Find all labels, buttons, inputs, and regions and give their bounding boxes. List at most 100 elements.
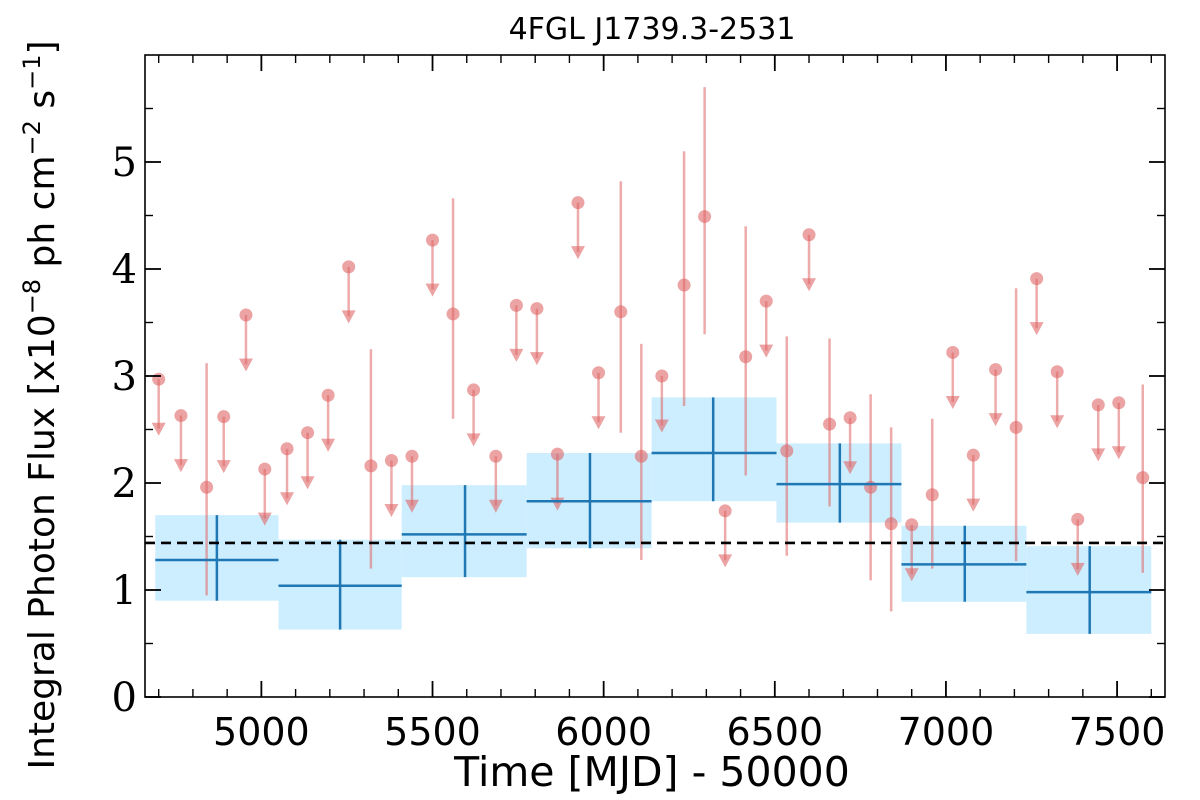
upper-limit-point-31 (1091, 398, 1105, 412)
x-tick-label-2: 6000 (555, 710, 652, 754)
y-axis-label: Integral Photon Flux [x10−8 ph cm−2 s−1] (18, 40, 63, 769)
upper-limit-point-32 (1112, 396, 1126, 410)
y-label-exp2: −2 (18, 120, 46, 155)
upper-limit-point-2 (217, 410, 231, 424)
y-tick-label-3: 3 (112, 354, 137, 400)
upper-limit-point-19 (655, 369, 669, 383)
upper-limit-point-17 (571, 196, 585, 210)
detection-point-12 (925, 488, 939, 502)
upper-limit-point-12 (467, 383, 481, 397)
upper-limit-point-20 (718, 504, 732, 518)
y-tick-label-2: 2 (112, 461, 137, 507)
upper-limit-arrow-3 (238, 358, 253, 372)
upper-limit-arrow-8 (341, 310, 356, 324)
upper-limit-arrow-12 (466, 433, 481, 447)
upper-limit-arrow-10 (404, 499, 419, 513)
upper-limit-arrow-24 (904, 568, 919, 582)
upper-limit-point-14 (509, 298, 523, 312)
upper-limit-point-8 (342, 260, 356, 274)
upper-limit-point-9 (384, 454, 398, 468)
chart-title: 4FGL J1739.3-2531 (509, 12, 796, 47)
detection-point-1 (364, 459, 378, 473)
upper-limit-arrow-15 (529, 352, 544, 366)
x-tick-label-5: 7500 (1069, 710, 1166, 754)
detection-point-14 (1136, 471, 1150, 485)
upper-limit-arrow-7 (321, 438, 336, 452)
upper-limit-arrow-30 (1070, 562, 1085, 576)
upper-limit-point-16 (550, 447, 564, 461)
y-tick-label-0: 0 (112, 675, 137, 721)
upper-limit-arrow-1 (173, 459, 188, 473)
x-tick-label-3: 6500 (726, 710, 823, 754)
upper-limit-point-30 (1071, 512, 1085, 526)
upper-limit-arrow-22 (802, 278, 817, 292)
detection-point-10 (864, 480, 878, 494)
detection-point-9 (823, 417, 837, 431)
upper-limit-point-21 (759, 294, 773, 308)
detection-point-11 (884, 517, 898, 531)
x-tick-label-1: 5500 (384, 710, 481, 754)
upper-limit-point-23 (843, 411, 857, 425)
detection-point-2 (446, 307, 460, 321)
detection-point-7 (739, 350, 753, 364)
detection-point-0 (200, 480, 214, 494)
flux-points-layer (151, 87, 1150, 612)
upper-limit-arrow-23 (843, 461, 858, 475)
upper-limit-arrow-2 (216, 460, 231, 474)
x-tick-label-0: 5000 (213, 710, 310, 754)
upper-limit-point-13 (489, 449, 503, 463)
upper-limit-point-4 (258, 462, 272, 476)
upper-limit-arrow-9 (384, 504, 399, 518)
upper-limit-point-27 (989, 363, 1003, 377)
x-tick-label-4: 7000 (898, 710, 995, 754)
upper-limit-arrow-29 (1050, 415, 1065, 429)
upper-limit-arrow-4 (257, 512, 272, 526)
detection-point-13 (1009, 420, 1023, 434)
upper-limit-arrow-19 (654, 419, 669, 433)
detection-point-8 (780, 444, 794, 458)
y-label-pre: Integral Photon Flux [x10 (22, 314, 63, 769)
detection-point-3 (614, 305, 628, 319)
detection-point-5 (677, 278, 691, 292)
upper-limit-arrow-17 (570, 246, 585, 260)
upper-limit-point-28 (1030, 272, 1044, 286)
y-tick-label-4: 4 (112, 247, 137, 293)
y-tick-label-5: 5 (112, 140, 137, 186)
upper-limit-point-1 (174, 409, 188, 423)
upper-limit-point-18 (592, 366, 606, 380)
upper-limit-arrow-20 (718, 554, 733, 568)
upper-limit-point-11 (426, 233, 440, 247)
upper-limit-point-0 (152, 372, 166, 386)
y-label-post: ] (22, 40, 63, 54)
upper-limit-point-15 (530, 302, 544, 316)
upper-limit-point-22 (802, 228, 816, 242)
x-tick-labels: 5000 5500 6000 6500 7000 7500 (213, 710, 1165, 754)
x-axis-label: Time [MJD] - 50000 (453, 748, 850, 796)
y-tick-labels: 0 1 2 3 4 5 (112, 140, 137, 721)
upper-limit-arrow-11 (425, 283, 440, 297)
axis-ticks (145, 55, 1165, 698)
upper-limit-point-5 (280, 442, 294, 456)
detection-point-6 (698, 210, 712, 224)
upper-limit-arrow-32 (1111, 446, 1126, 460)
upper-limit-point-29 (1050, 365, 1064, 379)
upper-limit-arrow-28 (1029, 322, 1044, 336)
upper-limit-arrow-14 (509, 348, 524, 362)
y-label-mid: ph cm (22, 155, 63, 278)
upper-limit-arrow-21 (759, 344, 774, 358)
upper-limit-arrow-27 (988, 413, 1003, 427)
upper-limit-arrow-31 (1091, 448, 1106, 462)
upper-limit-arrow-26 (966, 498, 981, 512)
y-label-exp3: −1 (18, 55, 46, 90)
upper-limit-point-7 (321, 388, 335, 402)
detection-point-4 (634, 449, 648, 463)
upper-limit-arrow-5 (280, 492, 295, 506)
upper-limit-arrow-6 (300, 476, 315, 490)
upper-limit-point-25 (946, 345, 960, 359)
binned-flux-layer (155, 397, 1152, 634)
upper-limit-point-6 (301, 426, 315, 440)
upper-limit-arrow-18 (591, 416, 606, 430)
upper-limit-arrow-25 (945, 395, 960, 409)
y-label-mid2: s (22, 90, 63, 120)
